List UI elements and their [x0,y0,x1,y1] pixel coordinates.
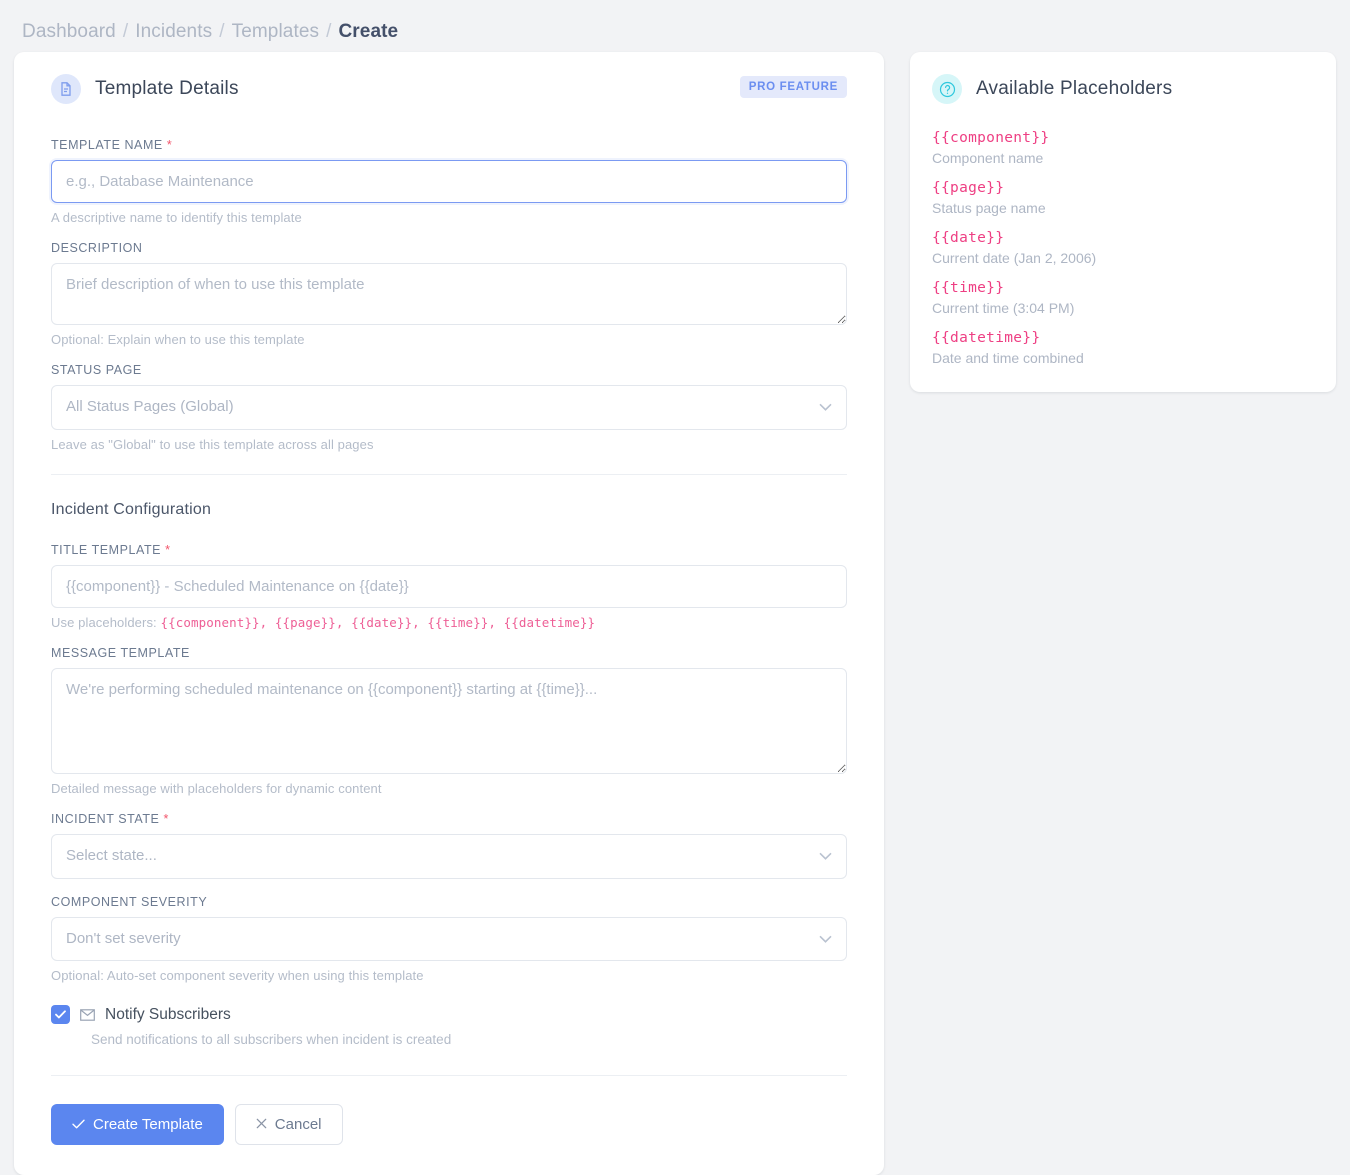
envelope-icon [80,1008,95,1021]
status-page-field: STATUS PAGE All Status Pages (Global) Le… [51,363,847,452]
message-template-field: MESSAGE TEMPLATE Detailed message with p… [51,646,847,796]
title-template-label-text: TITLE TEMPLATE [51,542,162,557]
placeholder-code: {{component}} [932,130,1050,146]
status-page-hint: Leave as "Global" to use this template a… [51,436,374,452]
create-template-label: Create Template [93,1116,203,1134]
page-layout: Template Details PRO FEATURE TEMPLATE NA… [0,52,1350,1175]
section-divider [51,473,847,475]
list-item: {{time}} Current time (3:04 PM) [932,280,1314,316]
title-template-hint-prefix: Use placeholders: [51,614,157,630]
breadcrumb-current-create: Create [338,21,399,42]
page-title: Template Details [95,78,239,99]
incident-state-select[interactable]: Select state... [51,833,847,879]
document-icon [51,74,81,104]
description-textarea[interactable] [51,263,847,325]
breadcrumb-separator: / [219,21,225,42]
component-severity-field: COMPONENT SEVERITY Don't set severity Op… [51,894,847,984]
title-template-field: TITLE TEMPLATE * Use placeholders: {{com… [51,543,847,630]
description-hint: Optional: Explain when to use this templ… [51,332,305,347]
notify-subscribers-checkbox[interactable] [51,1005,70,1025]
title-template-input[interactable] [51,564,847,608]
placeholder-code: {{page}} [932,180,1005,196]
description-label: DESCRIPTION [51,241,143,255]
incident-configuration-title: Incident Configuration [51,500,212,518]
status-page-select[interactable]: All Status Pages (Global) [51,385,847,430]
available-placeholders-title: Available Placeholders [976,78,1173,99]
template-name-hint: A descriptive name to identify this temp… [51,210,302,225]
template-name-label: TEMPLATE NAME * [51,138,847,152]
title-template-label: TITLE TEMPLATE * [51,543,847,557]
incident-state-field: INCIDENT STATE * Select state... [51,812,847,879]
title-template-hint: Use placeholders: {{component}}, {{page}… [51,615,847,630]
placeholder-code: {{datetime}} [932,330,1041,346]
breadcrumb-item-incidents[interactable]: Incidents [135,21,213,42]
message-template-label: MESSAGE TEMPLATE [51,645,190,660]
available-placeholders-header: Available Placeholders [932,74,1314,104]
placeholders-list: {{component}} Component name {{page}} St… [932,130,1314,366]
required-marker: * [163,811,169,826]
list-item: {{page}} Status page name [932,180,1314,216]
pro-feature-badge: PRO FEATURE [739,76,847,98]
title-template-hint-codes: {{component}}, {{page}}, {{date}}, {{tim… [160,614,596,630]
template-details-header: Template Details PRO FEATURE [51,74,847,104]
description-field: DESCRIPTION Optional: Explain when to us… [51,241,847,347]
notify-subscribers-row[interactable]: Notify Subscribers [51,1005,847,1025]
template-details-card: Template Details PRO FEATURE TEMPLATE NA… [14,52,884,1175]
close-icon [256,1116,267,1133]
component-severity-label: COMPONENT SEVERITY [51,894,208,909]
check-icon [72,1116,85,1133]
notify-subscribers-label: Notify Subscribers [105,1005,231,1023]
breadcrumb: Dashboard / Incidents / Templates / Crea… [0,0,1350,52]
breadcrumb-separator: / [122,21,129,42]
template-name-field: TEMPLATE NAME * A descriptive name to id… [51,138,847,225]
required-marker: * [166,138,173,152]
placeholder-desc: Date and time combined [932,350,1084,366]
template-name-label-text: TEMPLATE NAME [51,138,163,152]
breadcrumb-item-templates[interactable]: Templates [231,21,320,42]
help-circle-icon [932,74,962,104]
available-placeholders-card: Available Placeholders {{component}} Com… [910,52,1336,392]
placeholder-code: {{time}} [932,280,1005,296]
incident-state-select-wrap: Select state... [51,833,847,879]
incident-state-label: INCIDENT STATE * [51,812,847,826]
cancel-button[interactable]: Cancel [234,1104,343,1146]
message-template-textarea[interactable] [51,667,847,774]
required-marker: * [165,542,171,557]
component-severity-hint: Optional: Auto-set component severity wh… [51,968,424,984]
component-severity-select-wrap: Don't set severity [51,916,847,962]
component-severity-select[interactable]: Don't set severity [51,916,847,962]
breadcrumb-separator: / [326,21,332,42]
form-actions: Create Template Cancel [51,1104,847,1146]
notify-subscribers-sub: Send notifications to all subscribers wh… [91,1032,452,1048]
status-page-label: STATUS PAGE [51,363,142,377]
placeholder-desc: Component name [932,150,1044,166]
status-page-select-wrap: All Status Pages (Global) [51,385,847,430]
template-name-input[interactable] [51,160,847,203]
incident-state-label-text: INCIDENT STATE [51,811,160,826]
list-item: {{component}} Component name [932,130,1314,166]
placeholder-desc: Current time (3:04 PM) [932,300,1075,316]
cancel-label: Cancel [274,1116,322,1134]
message-template-hint: Detailed message with placeholders for d… [51,780,382,796]
breadcrumb-item-dashboard[interactable]: Dashboard [22,21,116,42]
placeholder-desc: Status page name [932,200,1046,216]
list-item: {{datetime}} Date and time combined [932,330,1314,366]
create-template-button[interactable]: Create Template [51,1104,224,1146]
placeholder-desc: Current date (Jan 2, 2006) [932,250,1097,266]
list-item: {{date}} Current date (Jan 2, 2006) [932,230,1314,266]
placeholder-code: {{date}} [932,230,1005,246]
actions-divider [51,1075,847,1077]
